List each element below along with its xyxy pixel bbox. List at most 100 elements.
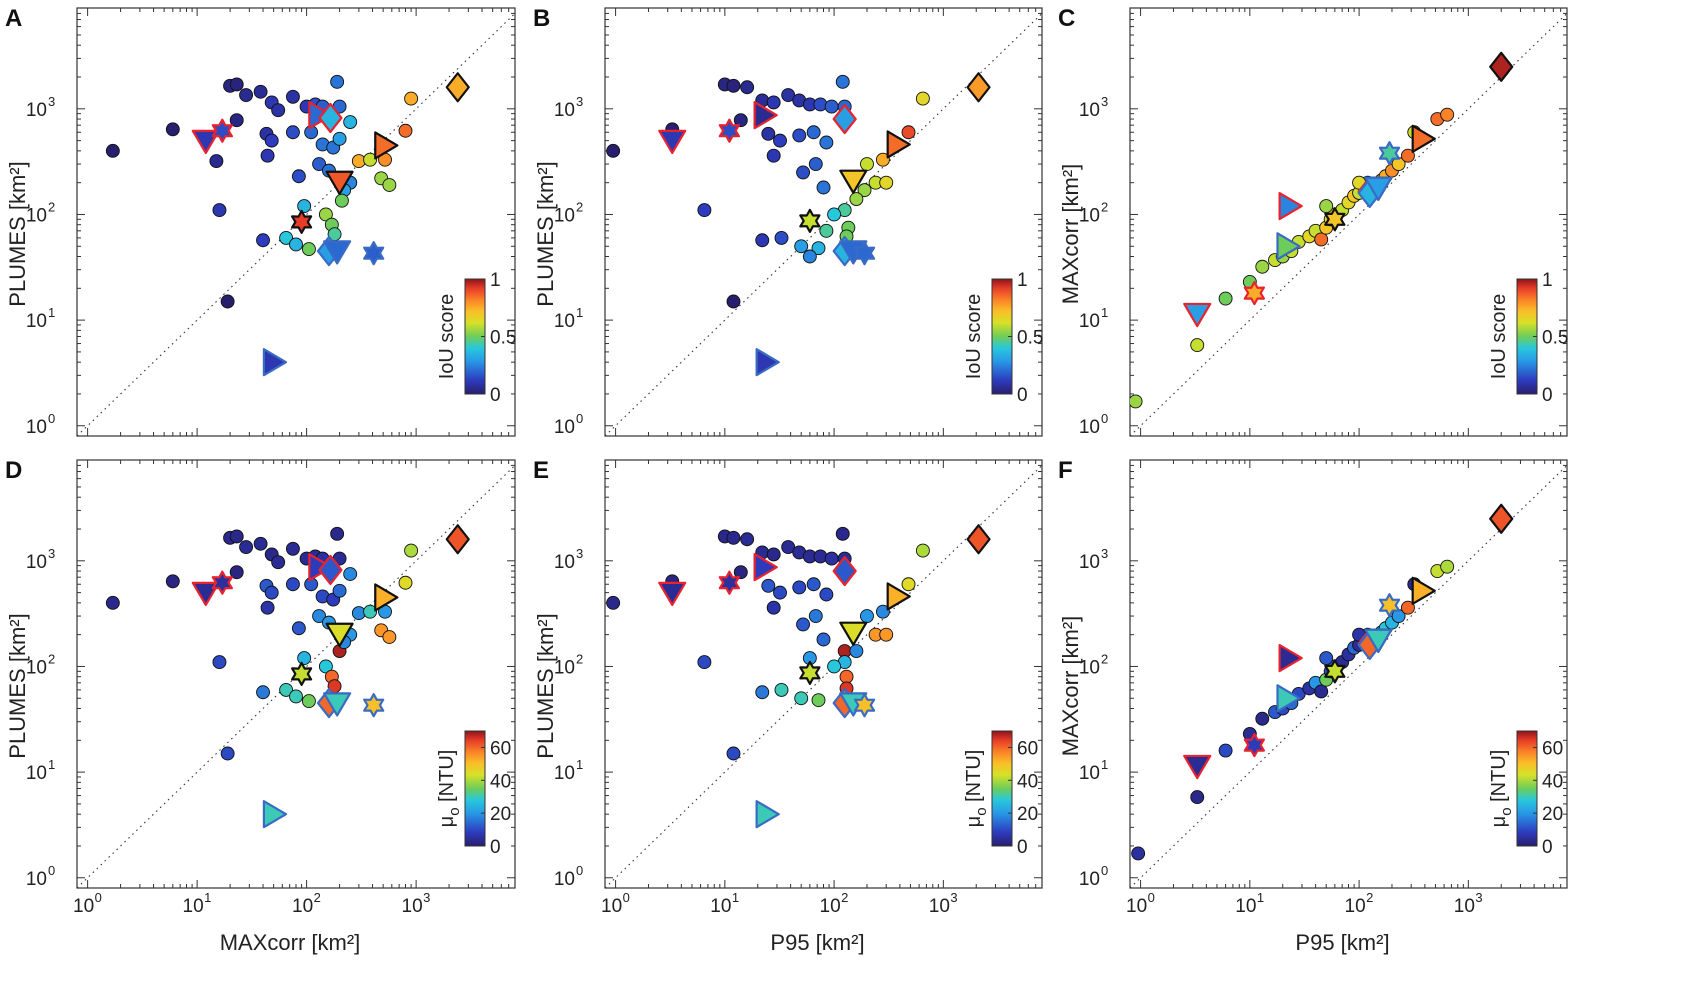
data-point-circle [334,193,349,208]
data-point-hexagram [363,693,385,718]
x-tick-exponent: 0 [1148,890,1155,905]
colorbar-tick-label: 0 [1017,837,1028,858]
y-tick-exponent: 2 [1101,651,1108,666]
data-point-circle [229,529,244,544]
data-point-triangle-right [753,553,778,582]
data-point-triangle-down [658,581,687,607]
data-point-circle [382,178,397,192]
x-tick-label: 10 [183,896,204,917]
colorbar-tick-label: 60 [1542,738,1563,759]
data-point-circle [697,203,712,218]
data-point-circle [1400,600,1415,615]
data-point-circle [289,237,303,252]
colorbar-label: IoU score [963,294,985,380]
data-point-diamond [318,102,343,134]
y-tick-exponent: 3 [576,546,583,561]
x-axis-label: MAXcorr [km²] [220,930,361,955]
y-axis-label: PLUMES [km²] [533,613,558,758]
data-point-circle [220,746,235,761]
data-point-circle [291,169,306,184]
data-point-hexagram [799,660,821,686]
y-tick-label: 10 [554,763,575,784]
data-point-circle [253,536,268,551]
data-point-hexagram [211,118,233,143]
panel-letter: E [533,457,549,484]
x-tick-label: 10 [601,896,622,917]
y-tick-exponent: 2 [576,651,583,666]
y-tick-label: 10 [1079,552,1100,573]
data-point-circle [835,74,850,89]
axes-box [604,7,1043,437]
data-point-circle [1400,148,1415,163]
data-point-circle [1440,559,1455,574]
colorbar-tick-label: 0.5 [490,328,516,349]
colorbar: 0 20 40 60 μo [NTU] [963,730,1038,858]
colorbar-label: IoU score [436,294,458,380]
data-point-circle [332,131,347,146]
colorbar-tick-label: 0 [490,837,501,858]
colorbar-label: IoU score [1488,294,1510,380]
data-point-circle [697,655,712,670]
data-point-circle [915,91,930,106]
colorbar-label: μo [NTU] [436,750,463,828]
data-point-triangle-right [262,800,288,829]
data-point-circle [781,88,796,102]
data-point-circle [813,549,828,564]
data-point-circle [279,230,294,245]
data-point-circle [606,595,621,610]
data-point-circle [1190,338,1205,353]
data-point-diamond [445,72,470,103]
data-point-circle [297,651,312,666]
colorbar-gradient [1516,730,1538,847]
colorbar-tick-label: 40 [490,771,511,792]
data-point-circle [404,543,419,558]
colorbar-tick-label: 0.5 [1542,328,1568,349]
x-tick-label: 10 [1454,896,1475,917]
data-point-circle [1218,743,1233,758]
data-point-circle [291,621,306,636]
colorbar-tick-label: 40 [1017,771,1038,792]
data-point-triangle-right [1276,232,1301,261]
data-point-circle [808,609,823,624]
data-point-circle [212,655,227,670]
panel-letter: B [533,5,550,32]
data-point-circle [264,585,279,600]
y-tick-label: 10 [554,869,575,890]
data-point-triangle-down [1183,302,1212,328]
data-point-circle [802,249,817,264]
colorbar-label: μo [NTU] [1488,750,1515,828]
data-point-diamond [1489,51,1514,82]
data-point-circle [260,600,275,615]
x-tick-label: 10 [1235,896,1256,917]
axes-box [1129,7,1568,437]
data-point-triangle-down [658,129,687,155]
data-point-circle [312,609,327,624]
data-point-circle [297,199,312,214]
colorbar-tick-label: 20 [490,804,511,825]
y-tick-exponent: 3 [48,546,55,561]
y-tick-label: 10 [554,100,575,121]
data-point-triangle-down [323,692,352,717]
data-point-circle [398,123,413,138]
data-point-hexagram [1324,207,1346,232]
data-point-circle [398,575,413,590]
data-point-hexagram [1378,141,1401,166]
y-tick-label: 10 [1079,100,1100,121]
colorbar-tick-label: 20 [1017,804,1038,825]
data-point-triangle-down [323,240,352,265]
data-point-circle [229,565,244,580]
data-point-circle [279,682,294,697]
data-point-circle [1190,790,1205,805]
data-point-triangle-right [1411,576,1436,605]
x-tick-exponent: 3 [1475,890,1482,905]
data-point-circle [766,547,781,562]
x-tick-exponent: 0 [623,890,630,905]
data-point-diamond [966,524,991,555]
y-tick-label: 10 [554,205,575,226]
data-point-hexagram [291,661,313,687]
data-point-circle [318,659,333,674]
data-point-circle [849,192,864,206]
